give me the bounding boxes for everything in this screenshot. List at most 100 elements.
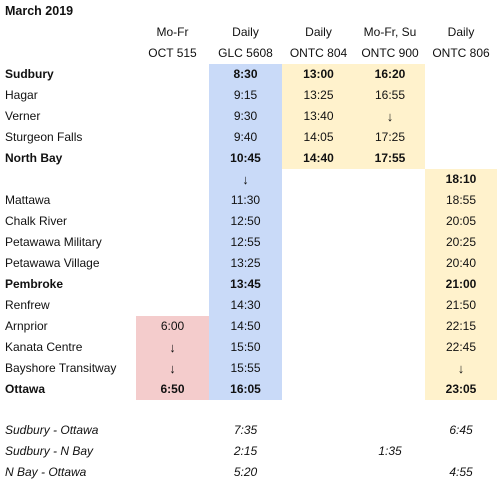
duration-cell xyxy=(136,441,209,462)
pass-through-arrow-icon: ↓ xyxy=(355,106,425,127)
time-cell xyxy=(355,295,425,316)
time-cell: 20:25 xyxy=(425,232,497,253)
time-cell: 14:05 xyxy=(282,127,355,148)
time-cell xyxy=(136,127,209,148)
time-cell xyxy=(282,358,355,379)
time-cell xyxy=(355,211,425,232)
time-cell: 14:30 xyxy=(209,295,282,316)
table-row: Petawawa Military 12:55 20:25 xyxy=(3,232,497,253)
time-cell: 21:00 xyxy=(425,274,497,295)
time-cell xyxy=(355,379,425,400)
time-cell: 9:30 xyxy=(209,106,282,127)
table-row: Mattawa 11:30 18:55 xyxy=(3,190,497,211)
duration-cell xyxy=(136,462,209,483)
time-cell: 6:50 xyxy=(136,379,209,400)
summary-row: N Bay - Ottawa 5:20 4:55 xyxy=(3,462,497,483)
time-cell: 8:30 xyxy=(209,64,282,85)
col-ontc900-service: ONTC 900 xyxy=(361,46,419,60)
summary-row: Sudbury - Ottawa 7:35 6:45 xyxy=(3,420,497,441)
time-cell xyxy=(282,295,355,316)
table-row: Arnprior 6:00 14:50 22:15 xyxy=(3,316,497,337)
table-row: Pembroke 13:45 21:00 xyxy=(3,274,497,295)
pass-through-arrow-icon: ↓ xyxy=(209,169,282,190)
time-cell: 23:05 xyxy=(425,379,497,400)
col-glc5608-service: GLC 5608 xyxy=(218,46,273,60)
stop-name: Renfrew xyxy=(5,298,50,312)
time-cell xyxy=(355,253,425,274)
stop-name: Bayshore Transitway xyxy=(5,361,117,375)
time-cell xyxy=(136,232,209,253)
time-cell xyxy=(355,274,425,295)
time-cell: 15:50 xyxy=(209,337,282,358)
duration-cell: 7:35 xyxy=(233,423,258,437)
time-cell xyxy=(136,295,209,316)
stop-name xyxy=(3,169,136,190)
stop-name: Sturgeon Falls xyxy=(5,130,83,144)
time-cell: 15:55 xyxy=(209,358,282,379)
stop-name: Ottawa xyxy=(5,382,46,396)
time-cell: 13:25 xyxy=(282,85,355,106)
time-cell xyxy=(425,106,497,127)
duration-cell: 4:55 xyxy=(449,465,473,479)
table-row: Sturgeon Falls 9:40 14:05 17:25 xyxy=(3,127,497,148)
duration-cell: 1:35 xyxy=(378,444,402,458)
time-cell xyxy=(282,379,355,400)
time-cell: 22:45 xyxy=(425,337,497,358)
duration-cell: 5:20 xyxy=(233,465,258,479)
table-row: Ottawa 6:50 16:05 23:05 xyxy=(3,379,497,400)
duration-cell xyxy=(355,420,425,441)
time-cell xyxy=(136,64,209,85)
time-cell: 17:55 xyxy=(355,148,425,169)
duration-cell xyxy=(425,441,497,462)
duration-cell: 2:15 xyxy=(233,444,258,458)
time-cell xyxy=(425,148,497,169)
col-oct515-service: OCT 515 xyxy=(148,46,197,60)
pass-through-arrow-icon: ↓ xyxy=(136,337,209,358)
time-cell xyxy=(136,211,209,232)
table-row: Hagar 9:15 13:25 16:55 xyxy=(3,85,497,106)
duration-cell xyxy=(282,441,355,462)
time-cell: 18:10 xyxy=(425,169,497,190)
time-cell xyxy=(282,211,355,232)
col-oct515-days: Mo-Fr xyxy=(156,25,189,39)
duration-cell xyxy=(355,462,425,483)
time-cell: 13:25 xyxy=(209,253,282,274)
table-row: Sudbury 8:30 13:00 16:20 xyxy=(3,64,497,85)
col-ontc804-days: Daily xyxy=(305,25,332,39)
time-cell: 20:40 xyxy=(425,253,497,274)
time-cell xyxy=(355,232,425,253)
stop-name: Verner xyxy=(5,109,41,123)
duration-cell: 6:45 xyxy=(449,423,473,437)
time-cell: 17:25 xyxy=(355,127,425,148)
col-glc5608-days: Daily xyxy=(232,25,259,39)
time-cell xyxy=(355,316,425,337)
table-row: Petawawa Village 13:25 20:40 xyxy=(3,253,497,274)
time-cell xyxy=(136,106,209,127)
summary-row: Sudbury - N Bay 2:15 1:35 xyxy=(3,441,497,462)
timetable-title: March 2019 xyxy=(5,4,74,18)
time-cell xyxy=(282,274,355,295)
table-row: Renfrew 14:30 21:50 xyxy=(3,295,497,316)
time-cell: 13:45 xyxy=(209,274,282,295)
stop-name: Chalk River xyxy=(5,214,68,228)
time-cell: 20:05 xyxy=(425,211,497,232)
time-cell xyxy=(136,274,209,295)
time-cell: 9:40 xyxy=(209,127,282,148)
time-cell: 10:45 xyxy=(209,148,282,169)
time-cell xyxy=(282,232,355,253)
time-cell xyxy=(355,337,425,358)
time-cell: 13:00 xyxy=(282,64,355,85)
duration-cell xyxy=(282,462,355,483)
time-cell: 14:40 xyxy=(282,148,355,169)
time-cell xyxy=(425,127,497,148)
duration-cell xyxy=(282,420,355,441)
time-cell: 11:30 xyxy=(209,190,282,211)
stop-name: Sudbury xyxy=(5,67,54,81)
header-service-row: OCT 515 GLC 5608 ONTC 804 ONTC 900 ONTC … xyxy=(3,43,497,64)
table-row: Kanata Centre ↓ 15:50 22:45 xyxy=(3,337,497,358)
timetable: Mo-Fr Daily Daily Mo-Fr, Su Daily OCT 51… xyxy=(3,22,497,400)
time-cell: 12:55 xyxy=(209,232,282,253)
time-cell: 16:55 xyxy=(355,85,425,106)
stop-name: North Bay xyxy=(5,151,63,165)
stop-name: Hagar xyxy=(5,88,38,102)
